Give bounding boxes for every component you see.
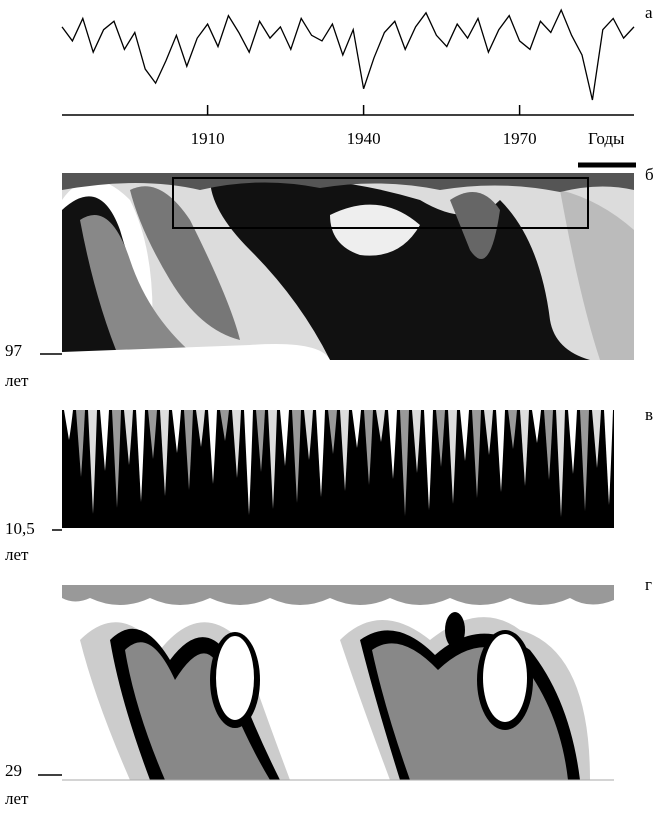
- x-tick-label: 1940: [347, 129, 381, 148]
- panel-label: г: [645, 575, 652, 594]
- x-tick-label: 1970: [503, 129, 537, 148]
- unit-label: лет: [5, 789, 29, 808]
- panel-label: б: [645, 165, 654, 184]
- scale-label: 97: [5, 341, 23, 360]
- scalogram-c: [62, 410, 614, 528]
- scalogram-b: [62, 173, 634, 360]
- scalogram-d: [62, 585, 614, 781]
- panel-label: в: [645, 405, 653, 424]
- scale-label: 10,5: [5, 519, 35, 538]
- x-axis-label: Годы: [588, 129, 625, 148]
- unit-label: лет: [5, 371, 29, 390]
- x-tick-label: 1910: [191, 129, 225, 148]
- series-line: [61, 8, 635, 101]
- scale-label: 29: [5, 761, 22, 780]
- panel-label: а: [645, 3, 653, 22]
- unit-label: лет: [5, 545, 29, 564]
